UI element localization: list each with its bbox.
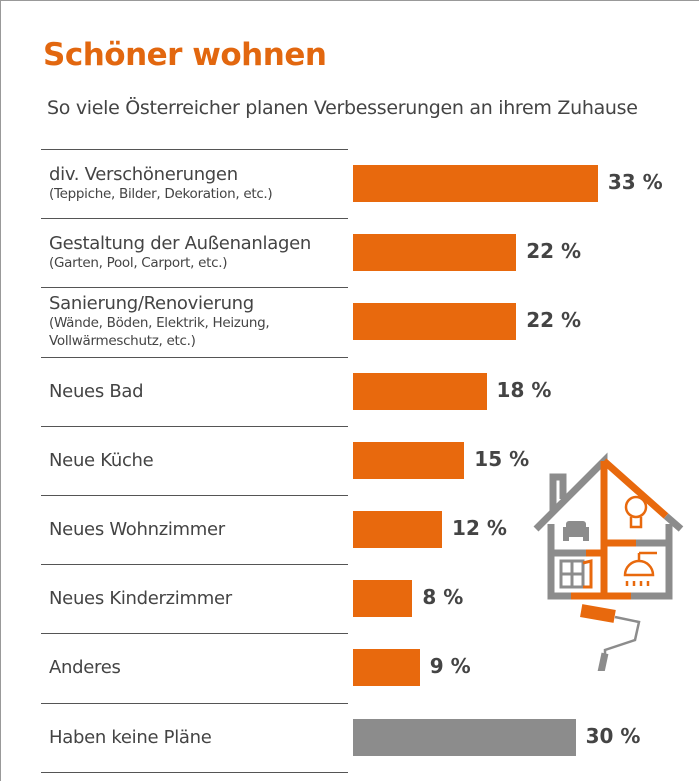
row-divider [41, 564, 348, 566]
category-label: Gestaltung der Außenanlagen (Garten, Pool… [49, 218, 349, 287]
bar [353, 511, 443, 548]
bar-row: Haben keine Pläne 30 % [1, 703, 699, 772]
data-label: 33 % [607, 170, 663, 194]
bar-row: Anderes 9 % [1, 633, 699, 702]
data-label: 12 % [452, 516, 507, 540]
bar-row: Sanierung/Renovierung (Wände, Böden, Elek… [1, 287, 699, 356]
category-note: (Garten, Pool, Carport, etc.) [49, 255, 228, 272]
data-label: 22 % [526, 308, 582, 333]
paint-roller-icon [580, 604, 641, 671]
row-divider [41, 633, 348, 635]
data-label: 15 % [474, 446, 530, 471]
category-name: div. Verschönerungen [49, 164, 238, 185]
bar [353, 372, 487, 410]
row-divider [41, 287, 348, 289]
bar [353, 441, 465, 479]
category-name: Neues Wohnzimmer [49, 519, 225, 540]
chart-subtitle: So viele Österreicher planen Verbesserun… [47, 97, 638, 119]
row-divider [41, 702, 348, 704]
category-label: div. Verschönerungen (Teppiche, Bilder, D… [49, 149, 349, 218]
bar [353, 234, 517, 272]
category-label: Neues Wohnzimmer [49, 495, 349, 564]
category-name: Haben keine Pläne [49, 726, 212, 748]
bar-row: Gestaltung der Außenanlagen (Garten, Pool… [1, 218, 699, 287]
category-note: (Teppiche, Bilder, Dekoration, etc.) [49, 186, 273, 202]
row-divider [41, 425, 348, 427]
bar [353, 718, 576, 756]
row-divider [41, 771, 348, 773]
category-note: (Wände, Böden, Elektrik, Heizung, Vollwä… [49, 315, 270, 350]
category-name: Sanierung/Renovierung [49, 293, 254, 315]
bar [353, 649, 420, 687]
row-divider [41, 495, 348, 496]
category-label: Anderes [49, 633, 349, 702]
data-label: 18 % [496, 377, 552, 402]
row-divider [41, 218, 348, 220]
category-label: Neues Bad [49, 357, 349, 426]
bar-row: Neue Küche 15 % [1, 426, 699, 495]
data-label: 9 % [429, 654, 471, 679]
armchair-icon [563, 521, 589, 541]
category-label: Sanierung/Renovierung (Wände, Böden, Elek… [49, 287, 349, 356]
lightbulb-icon [624, 495, 648, 529]
bar [353, 303, 517, 341]
category-name: Neues Kinderzimmer [49, 588, 232, 610]
row-divider [41, 356, 348, 358]
bar-row: Neues Wohnzimmer 12 % [1, 495, 699, 564]
category-name: Anderes [49, 657, 121, 679]
data-label: 30 % [585, 723, 641, 748]
bar-row: Neues Kinderzimmer 8 % [1, 564, 699, 633]
house-icon [533, 452, 684, 671]
bar-row: div. Verschönerungen (Teppiche, Bilder, D… [1, 149, 699, 218]
window-icon [559, 559, 585, 589]
row-divider [41, 149, 348, 150]
chart-title: Schöner wohnen [43, 37, 327, 73]
shower-icon [623, 551, 657, 586]
category-name: Neues Bad [49, 380, 144, 402]
data-label: 8 % [422, 585, 464, 610]
category-label: Haben keine Pläne [49, 703, 349, 772]
category-name: Neue Küche [49, 449, 154, 471]
category-label: Neue Küche [49, 426, 349, 495]
category-label: Neues Kinderzimmer [49, 564, 349, 633]
data-label: 22 % [526, 239, 582, 264]
bar [353, 580, 413, 618]
bar-row: Neues Bad 18 % [1, 357, 699, 426]
category-name: Gestaltung der Außenanlagen [49, 233, 311, 255]
bar [353, 165, 598, 202]
